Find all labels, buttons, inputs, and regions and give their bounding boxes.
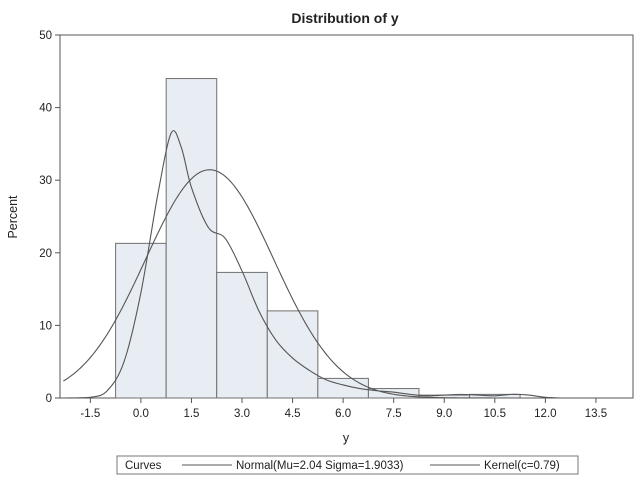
legend-normal-label: Normal(Mu=2.04 Sigma=1.9033) [236, 460, 404, 472]
legend: Curves Normal(Mu=2.04 Sigma=1.9033) Kern… [116, 455, 579, 475]
x-tick-label: 0.0 [133, 408, 149, 420]
x-tick-label: 7.5 [386, 408, 402, 420]
y-tick-label: 40 [39, 103, 52, 115]
chart-title: Distribution of y [291, 10, 399, 26]
histogram-bars [115, 78, 521, 399]
density-curves [63, 130, 628, 399]
x-tick-label: 6.0 [335, 408, 351, 420]
y-tick-label: 10 [39, 320, 52, 332]
y-tick-label: 0 [46, 393, 52, 405]
x-axis-ticks: -1.5 0.0 1.5 3.0 4.5 6.0 7.5 9.0 10.5 12.0 13.5 [80, 398, 607, 420]
x-tick-label: 12.0 [534, 408, 556, 420]
x-tick-label: 10.5 [484, 408, 506, 420]
legend-box [116, 455, 579, 475]
histogram-bar-0 [115, 242, 167, 399]
histogram-bar-3 [266, 310, 319, 399]
x-axis-label: y [343, 431, 350, 445]
kernel-curve [63, 130, 580, 399]
histogram-bar-1 [165, 78, 218, 399]
y-axis-label: Percent [6, 195, 20, 239]
histogram-bar-2 [216, 271, 268, 399]
normal-curve [63, 169, 628, 399]
y-tick-label: 50 [39, 30, 52, 42]
y-tick-label: 30 [39, 175, 52, 187]
x-tick-label: 13.5 [585, 408, 607, 420]
legend-kernel-label: Kernel(c=0.79) [484, 460, 560, 472]
x-tick-label: 3.0 [234, 408, 250, 420]
y-tick-label: 20 [39, 248, 52, 260]
x-tick-label: 9.0 [436, 408, 452, 420]
y-axis-ticks: 0 10 20 30 40 50 [39, 30, 60, 405]
legend-header: Curves [125, 460, 162, 472]
x-tick-label: -1.5 [80, 408, 100, 420]
x-tick-label: 1.5 [183, 408, 199, 420]
x-tick-label: 4.5 [285, 408, 301, 420]
